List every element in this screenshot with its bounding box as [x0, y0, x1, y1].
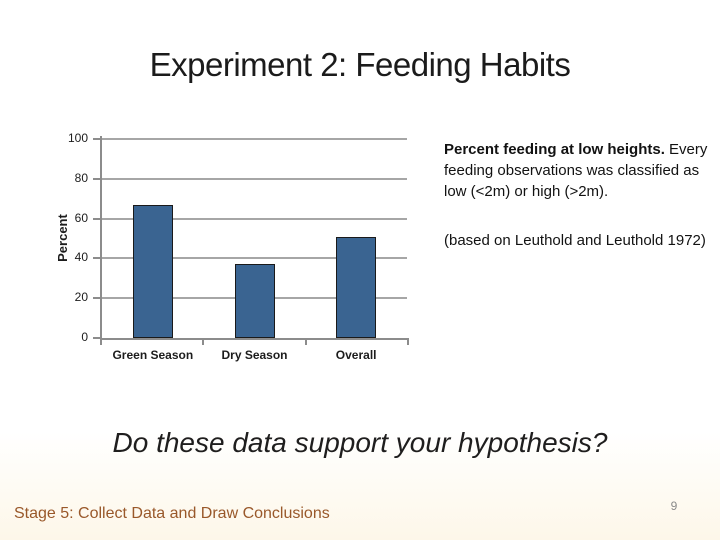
y-tick-label: 100 — [67, 131, 88, 145]
x-axis-line — [100, 338, 407, 340]
x-tick-mark — [202, 338, 205, 345]
y-tick-mark — [93, 217, 100, 220]
chart-gridline — [102, 257, 407, 260]
chart-description: Percent feeding at low heights. Every fe… — [444, 139, 708, 251]
y-tick-label: 40 — [74, 250, 88, 265]
chart-gridline — [102, 177, 407, 180]
chart-gridline — [102, 138, 407, 140]
description-body: Every feeding observations was classifie… — [444, 141, 708, 200]
footer-text: Stage 5: Collect Data and Draw Conclusio… — [14, 505, 330, 522]
category-label: Dry Season — [221, 348, 288, 362]
y-axis-title: Percent — [55, 214, 70, 262]
citation-text: (based on Leuthold and Leuthold 1972) — [444, 232, 706, 249]
description-lead: Percent feeding at low heights. — [444, 141, 665, 158]
category-label: Overall — [335, 348, 377, 362]
chart-bar — [234, 264, 275, 338]
y-tick-mark — [93, 138, 100, 140]
description-paragraph: Percent feeding at low heights. Every fe… — [444, 139, 708, 202]
x-tick-mark — [100, 338, 102, 345]
chart-bar — [336, 236, 377, 338]
x-tick-mark — [304, 338, 307, 345]
category-label: Green Season — [112, 348, 194, 362]
page-number: 9 — [670, 499, 678, 513]
y-axis-line — [100, 136, 102, 345]
slide-title: Experiment 2: Feeding Habits — [149, 46, 571, 83]
x-tick-mark — [407, 338, 409, 345]
y-tick-label: 60 — [74, 210, 88, 225]
y-tick-mark — [93, 177, 100, 180]
chart-bar — [132, 204, 173, 338]
y-tick-label: 80 — [74, 170, 88, 185]
question-text: Do these data support your hypothesis? — [112, 427, 608, 458]
y-tick-mark — [93, 297, 100, 300]
y-tick-label: 0 — [81, 330, 88, 344]
y-tick-mark — [93, 337, 100, 339]
y-tick-mark — [93, 257, 100, 260]
chart-gridline — [102, 217, 407, 220]
y-tick-label: 20 — [74, 290, 88, 305]
